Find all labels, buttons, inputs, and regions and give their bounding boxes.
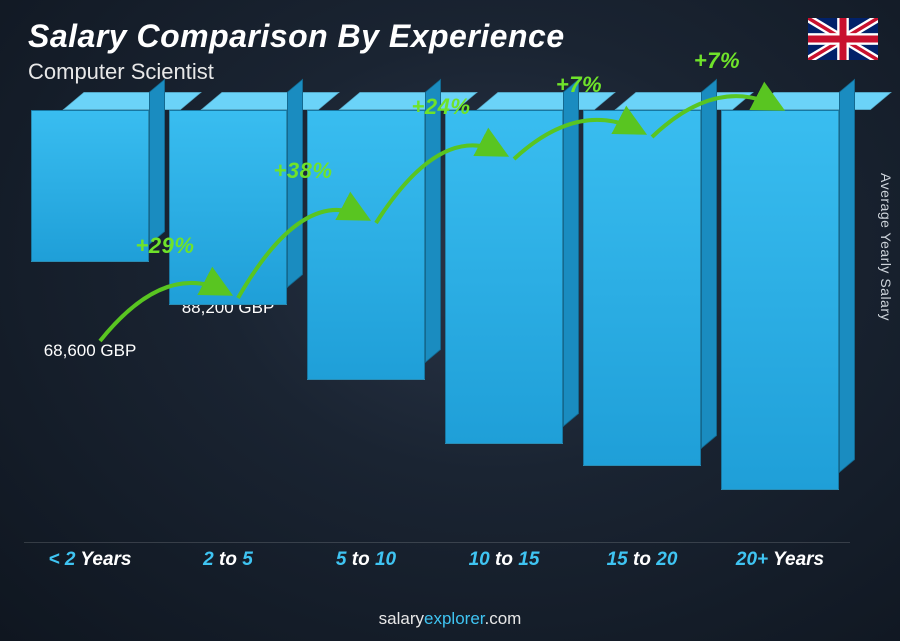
footer-text: salary <box>379 609 424 628</box>
footer-attribution: salaryexplorer.com <box>0 609 900 629</box>
bar-top-face <box>614 92 753 110</box>
increase-pct-label: +29% <box>136 233 195 259</box>
bar-slot: 88,200 GBP 2 to 5 <box>168 110 288 541</box>
bar-x-label: < 2 Years <box>30 549 150 571</box>
bar-front-face <box>721 110 839 490</box>
bar-value-label: 68,600 GBP <box>20 341 160 361</box>
chart-subtitle: Computer Scientist <box>28 59 810 85</box>
bar-slot: 161,000 GBP 15 to 20 <box>582 110 702 541</box>
bar-3d <box>307 110 425 380</box>
bar-side-face <box>563 79 579 427</box>
bar-x-label: 15 to 20 <box>582 549 702 571</box>
increase-pct-label: +24% <box>412 94 471 120</box>
y-axis-label: Average Yearly Salary <box>878 173 894 321</box>
bar-side-face <box>701 79 717 449</box>
chart-area: 68,600 GBP < 2 Years 88,200 GBP 2 to 5 1… <box>30 110 840 571</box>
bar-3d <box>721 110 839 490</box>
footer-suffix: .com <box>485 609 522 628</box>
bar-top-face <box>200 92 339 110</box>
bar-slot: 172,000 GBP 20+ Years <box>720 110 840 541</box>
increase-pct-label: +38% <box>274 158 333 184</box>
chart-baseline <box>24 542 850 543</box>
uk-flag-icon <box>808 18 878 60</box>
bar-side-face <box>149 79 165 245</box>
bar-top-face <box>752 92 891 110</box>
footer-accent: explorer <box>424 609 484 628</box>
bar-front-face <box>445 110 563 444</box>
bar-x-label: 5 to 10 <box>306 549 426 571</box>
bar-front-face <box>31 110 149 262</box>
bar-front-face <box>307 110 425 380</box>
bar-slot: 151,000 GBP 10 to 15 <box>444 110 564 541</box>
chart-title: Salary Comparison By Experience <box>28 18 810 55</box>
bar-front-face <box>169 110 287 305</box>
bar-x-label: 10 to 15 <box>444 549 564 571</box>
bar-side-face <box>425 79 441 363</box>
bar-3d <box>169 110 287 305</box>
bar-3d <box>583 110 701 466</box>
bars-row: 68,600 GBP < 2 Years 88,200 GBP 2 to 5 1… <box>30 110 840 541</box>
chart-header: Salary Comparison By Experience Computer… <box>28 18 810 85</box>
bar-slot: 68,600 GBP < 2 Years <box>30 110 150 541</box>
bar-side-face <box>839 79 855 473</box>
bar-top-face <box>62 92 201 110</box>
bar-3d <box>445 110 563 444</box>
bar-front-face <box>583 110 701 466</box>
bar-x-label: 2 to 5 <box>168 549 288 571</box>
increase-pct-label: +7% <box>556 72 602 98</box>
bar-x-label: 20+ Years <box>720 549 840 571</box>
bar-3d <box>31 110 149 262</box>
increase-pct-label: +7% <box>694 48 740 74</box>
